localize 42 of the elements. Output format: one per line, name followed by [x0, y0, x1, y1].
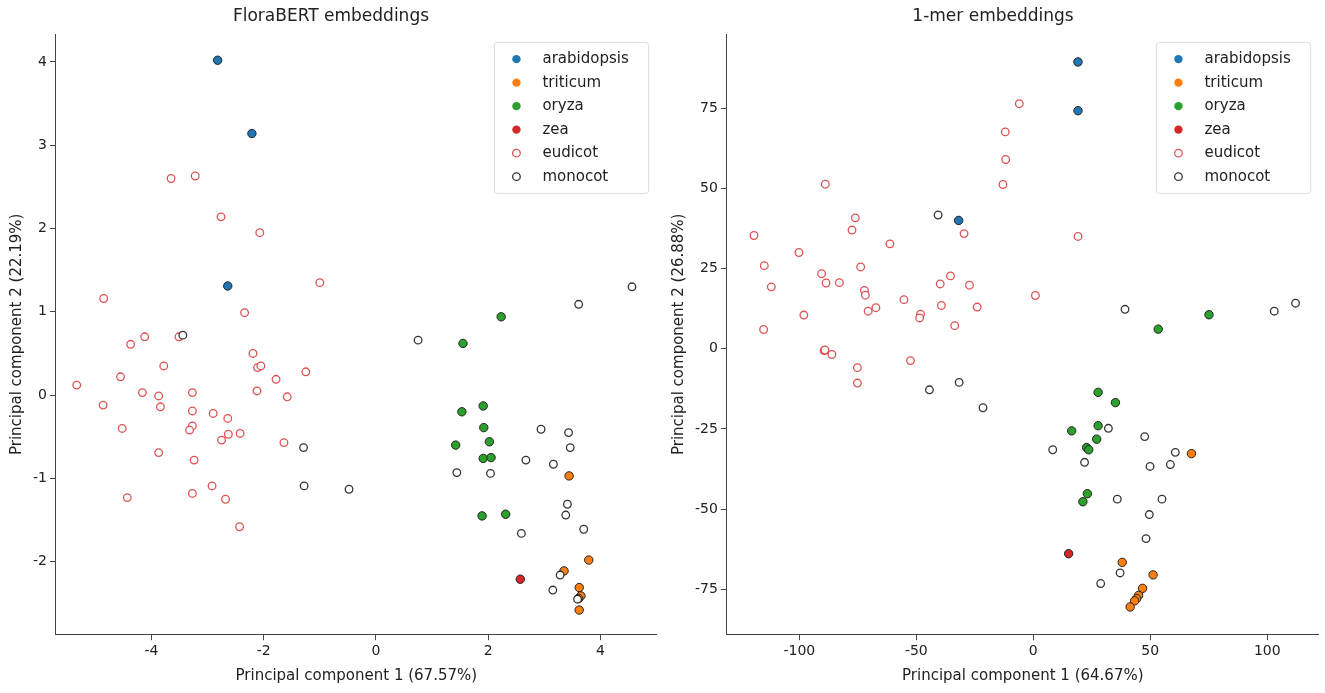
- y-tick-label: 1: [38, 302, 47, 319]
- legend-label: monocot: [542, 166, 609, 185]
- legend-label: oryza: [542, 96, 584, 115]
- x-tick-label: 100: [1253, 642, 1281, 659]
- y-tick-label: 25: [700, 259, 718, 276]
- chart-title: FloraBERT embeddings: [232, 4, 430, 25]
- x-tick-label: 4: [596, 642, 606, 659]
- y-tick-label: 75: [700, 98, 718, 115]
- y-tick-label: 2: [38, 219, 47, 236]
- legend-label: triticum: [542, 72, 602, 91]
- x-tick-label: 0: [371, 642, 381, 659]
- legend-label: arabidopsis: [542, 49, 629, 68]
- x-tick-label: -4: [144, 642, 159, 659]
- legend-label: monocot: [1204, 166, 1271, 185]
- legend-label: triticum: [1204, 72, 1264, 91]
- y-tick-label: -1: [32, 469, 47, 486]
- x-tick-label: 2: [483, 642, 493, 659]
- x-tick-label: -2: [256, 642, 271, 659]
- y-tick-label: 3: [38, 135, 47, 152]
- y-axis-title: Principal component 2 (26.88%): [668, 213, 687, 456]
- x-tick-label: 50: [1141, 642, 1160, 659]
- y-tick-label: 0: [38, 385, 47, 402]
- y-tick-label: -75: [694, 579, 718, 596]
- y-tick-label: 0: [708, 339, 718, 356]
- x-tick-label: -100: [783, 642, 816, 659]
- y-tick-label: -25: [694, 419, 718, 436]
- legend-label: zea: [542, 119, 569, 138]
- legend-label: oryza: [1204, 96, 1246, 115]
- chart-title: 1-mer embeddings: [912, 4, 1074, 25]
- y-tick-label: -2: [32, 552, 47, 569]
- legend-label: zea: [1204, 119, 1231, 138]
- x-axis-title: Principal component 1 (64.67%): [902, 665, 1144, 684]
- x-axis-title: Principal component 1 (67.57%): [235, 665, 478, 684]
- y-tick-label: 50: [700, 179, 718, 195]
- legend-label: eudicot: [542, 143, 599, 162]
- x-tick-label: -50: [904, 642, 928, 659]
- y-tick-label: 4: [38, 52, 48, 69]
- y-tick-label: -50: [694, 499, 718, 516]
- x-tick-label: 0: [1028, 642, 1038, 659]
- legend-label: arabidopsis: [1204, 49, 1291, 68]
- y-axis-title: Principal component 2 (22.19%): [6, 213, 25, 456]
- legend-label: eudicot: [1204, 143, 1261, 162]
